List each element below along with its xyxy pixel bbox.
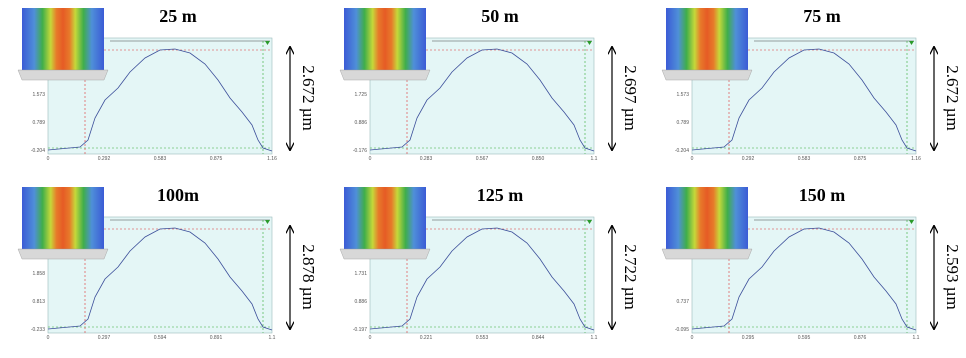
height-label: 2.593 µm xyxy=(943,244,962,310)
y-tick-label: 1.573 xyxy=(32,92,45,98)
panel-title: 75 m xyxy=(803,6,841,26)
y-tick-label: 1.573 xyxy=(676,92,689,98)
surface-base xyxy=(662,249,752,259)
y-tick-label: -0.233 xyxy=(31,327,45,333)
surface-image xyxy=(666,8,748,70)
panel: 25 m 2.672 µm 0 0.292 0.583 0.875 1.16 -0.204 0.… xyxy=(18,6,318,162)
y-tick-label: 0.789 xyxy=(32,120,45,126)
height-label: 2.878 µm xyxy=(299,244,318,310)
panel-title: 25 m xyxy=(159,6,197,26)
x-tick-label: 0.891 xyxy=(210,335,223,341)
surface-base xyxy=(18,70,108,80)
x-tick-label: 0.283 xyxy=(420,156,433,162)
surface-image xyxy=(22,187,104,249)
x-tick-label: 0.875 xyxy=(854,156,867,162)
x-tick-label: 0.292 xyxy=(98,156,111,162)
x-tick-label: 1.16 xyxy=(267,156,277,162)
y-tick-label: -0.176 xyxy=(353,148,367,154)
panel-title: 150 m xyxy=(799,185,846,205)
surface-base xyxy=(18,249,108,259)
x-tick-label: 0 xyxy=(691,156,694,162)
surface-base xyxy=(340,249,430,259)
y-tick-label: 1.731 xyxy=(354,271,367,277)
x-tick-label: 0.850 xyxy=(532,156,545,162)
x-tick-label: 0.595 xyxy=(798,335,811,341)
x-tick-label: 0.567 xyxy=(476,156,489,162)
surface-image xyxy=(344,8,426,70)
height-label: 2.672 µm xyxy=(943,65,962,131)
x-tick-label: 0 xyxy=(369,156,372,162)
surface-base xyxy=(340,70,430,80)
height-label: 2.722 µm xyxy=(621,244,640,310)
x-tick-label: 0.876 xyxy=(854,335,867,341)
panel: 125 m 2.722 µm 0 0.221 0.553 0.844 1.1 -0.197 0.… xyxy=(340,185,640,341)
y-tick-label: -0.204 xyxy=(675,148,689,154)
x-tick-label: 0.221 xyxy=(420,335,433,341)
panel-title: 100m xyxy=(157,185,199,205)
panel: 100m 2.878 µm 0 0.297 0.594 0.891 1.1 -0.233 0.8… xyxy=(18,185,318,341)
y-tick-label: 1.858 xyxy=(32,271,45,277)
x-tick-label: 0.583 xyxy=(798,156,811,162)
y-tick-label: -0.204 xyxy=(31,148,45,154)
x-tick-label: 1.1 xyxy=(591,156,598,162)
y-tick-label: 0.789 xyxy=(676,120,689,126)
x-tick-label: 0.297 xyxy=(98,335,111,341)
x-tick-label: 0.292 xyxy=(742,156,755,162)
x-tick-label: 0.295 xyxy=(742,335,755,341)
x-tick-label: 0 xyxy=(369,335,372,341)
x-tick-label: 0 xyxy=(691,335,694,341)
panel: 150 m 2.593 µm 0 0.295 0.595 0.876 1.1 -0.095 0.… xyxy=(662,185,962,341)
panel-title: 50 m xyxy=(481,6,519,26)
x-tick-label: 0.875 xyxy=(210,156,223,162)
x-tick-label: 1.1 xyxy=(269,335,276,341)
y-tick-label: 0.886 xyxy=(354,120,367,126)
y-tick-label: 0.737 xyxy=(676,299,689,305)
figure: 25 m 2.672 µm 0 0.292 0.583 0.875 1.16 -0.204 0.… xyxy=(0,0,966,358)
x-tick-label: 1.16 xyxy=(911,156,921,162)
y-tick-label: 1.725 xyxy=(354,92,367,98)
height-label: 2.697 µm xyxy=(621,65,640,131)
surface-image xyxy=(666,187,748,249)
x-tick-label: 1.1 xyxy=(591,335,598,341)
y-tick-label: -0.197 xyxy=(353,327,367,333)
panel: 50 m 2.697 µm 0 0.283 0.567 0.850 1.1 -0.176 0.8… xyxy=(340,6,640,162)
y-tick-label: 0.813 xyxy=(32,299,45,305)
surface-base xyxy=(662,70,752,80)
surface-image xyxy=(344,187,426,249)
y-tick-label: 0.886 xyxy=(354,299,367,305)
x-tick-label: 0.583 xyxy=(154,156,167,162)
x-tick-label: 0.553 xyxy=(476,335,489,341)
height-label: 2.672 µm xyxy=(299,65,318,131)
panel-title: 125 m xyxy=(477,185,524,205)
x-tick-label: 0.844 xyxy=(532,335,545,341)
surface-image xyxy=(22,8,104,70)
x-tick-label: 0 xyxy=(47,156,50,162)
y-tick-label: -0.095 xyxy=(675,327,689,333)
panel: 75 m 2.672 µm 0 0.292 0.583 0.875 1.16 -0.204 0.… xyxy=(662,6,962,162)
x-tick-label: 0.594 xyxy=(154,335,167,341)
x-tick-label: 0 xyxy=(47,335,50,341)
x-tick-label: 1.1 xyxy=(913,335,920,341)
